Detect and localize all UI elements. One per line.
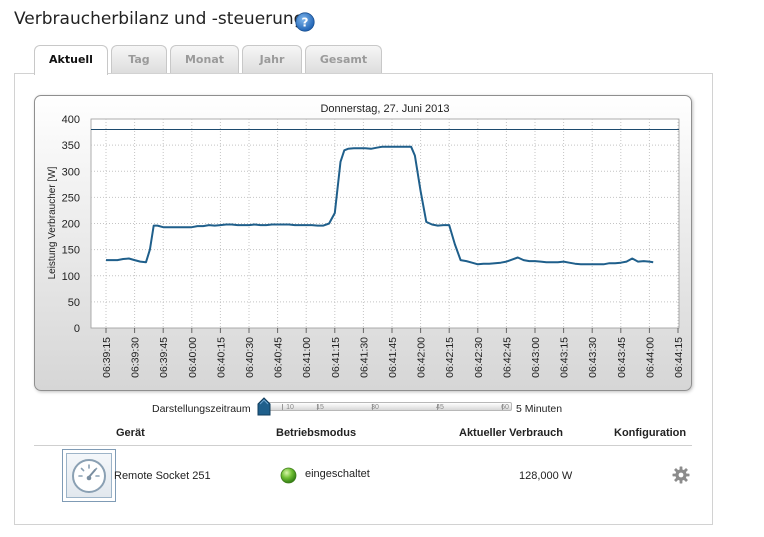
range-unit: 5 Minuten <box>516 403 563 415</box>
col-header-device: Gerät <box>116 427 145 439</box>
x-tick-label: 06:41:30 <box>358 337 370 378</box>
device-name[interactable]: Remote Socket 251 <box>114 470 211 482</box>
tab-aktuell[interactable]: Aktuell <box>34 45 108 75</box>
gear-icon[interactable] <box>672 466 690 484</box>
tab-gesamt[interactable]: Gesamt <box>305 45 382 74</box>
slider-mark: 45 <box>436 404 444 411</box>
y-axis-label: Leistung Verbraucher [W] <box>47 166 58 279</box>
y-tick-label: 300 <box>62 166 80 178</box>
x-axis-ticks: 06:39:15 06:39:30 06:39:45 06:40:00 06:40:15… <box>101 328 685 378</box>
y-tick-label: 350 <box>62 140 80 152</box>
slider-tick <box>372 404 373 410</box>
table-divider <box>34 445 692 446</box>
tab-monat[interactable]: Monat <box>170 45 239 74</box>
y-tick-label: 250 <box>62 192 80 204</box>
x-tick-label: 06:43:45 <box>616 337 628 378</box>
y-axis-ticks: 0 50 100 150 200 250 300 350 400 <box>62 114 80 335</box>
x-tick-label: 06:44:00 <box>644 337 656 378</box>
chart-title: Donnerstag, 27. Juni 2013 <box>320 103 449 115</box>
y-tick-label: 200 <box>62 219 80 231</box>
slider-mark: 30 <box>371 404 379 411</box>
mode-value[interactable]: eingeschaltet <box>305 468 370 480</box>
x-tick-label: 06:40:15 <box>215 337 227 378</box>
x-tick-label: 06:41:00 <box>301 337 313 378</box>
chart-grid <box>91 119 679 328</box>
slider-tick <box>282 404 283 410</box>
y-tick-label: 150 <box>62 245 80 257</box>
x-tick-label: 06:41:15 <box>330 337 342 378</box>
slider-mark: 15 <box>316 404 324 411</box>
slider-tick <box>502 404 503 410</box>
x-tick-label: 06:44:15 <box>673 337 685 378</box>
x-tick-label: 06:43:15 <box>559 337 571 378</box>
x-tick-label: 06:40:45 <box>273 337 285 378</box>
x-tick-label: 06:40:00 <box>187 337 199 378</box>
y-tick-label: 100 <box>62 271 80 283</box>
col-header-consumption: Aktueller Verbrauch <box>459 427 563 439</box>
status-on-icon <box>280 467 297 484</box>
help-icon[interactable]: ? <box>295 12 315 32</box>
series-line <box>106 145 654 266</box>
col-header-config: Konfiguration <box>614 427 687 439</box>
x-tick-label: 06:43:00 <box>530 337 542 378</box>
socket-meter-icon <box>72 459 106 493</box>
consumption-chart: Donnerstag, 27. Juni 2013 Leistung Verbr… <box>47 103 685 378</box>
page-title: Verbraucherbilanz und -steuerung <box>14 9 305 29</box>
y-tick-label: 50 <box>68 297 80 309</box>
y-tick-label: 400 <box>62 114 80 126</box>
tab-tag[interactable]: Tag <box>111 45 167 74</box>
range-slider-track[interactable] <box>262 402 512 411</box>
x-tick-label: 06:39:45 <box>158 337 170 378</box>
x-tick-label: 06:40:30 <box>244 337 256 378</box>
slider-mark: 10 <box>286 404 294 411</box>
x-tick-label: 06:42:45 <box>501 337 513 378</box>
x-tick-label: 06:42:00 <box>416 337 428 378</box>
x-tick-label: 06:42:30 <box>473 337 485 378</box>
svg-text:?: ? <box>302 16 309 30</box>
slider-mark: 60 <box>501 404 509 411</box>
slider-tick <box>317 404 318 410</box>
col-header-mode: Betriebsmodus <box>276 427 357 439</box>
slider-tick <box>437 404 438 410</box>
tab-jahr[interactable]: Jahr <box>242 45 302 74</box>
x-tick-label: 06:42:15 <box>444 337 456 378</box>
device-thumbnail[interactable] <box>62 449 116 502</box>
x-tick-label: 06:39:15 <box>101 337 113 378</box>
y-tick-label: 0 <box>74 323 80 335</box>
x-tick-label: 06:43:30 <box>587 337 599 378</box>
consumption-value: 128,000 W <box>519 470 573 482</box>
range-label: Darstellungszeitraum <box>152 403 251 415</box>
x-tick-label: 06:41:45 <box>387 337 399 378</box>
x-tick-label: 06:39:30 <box>130 337 142 378</box>
range-slider-handle[interactable] <box>257 397 271 416</box>
